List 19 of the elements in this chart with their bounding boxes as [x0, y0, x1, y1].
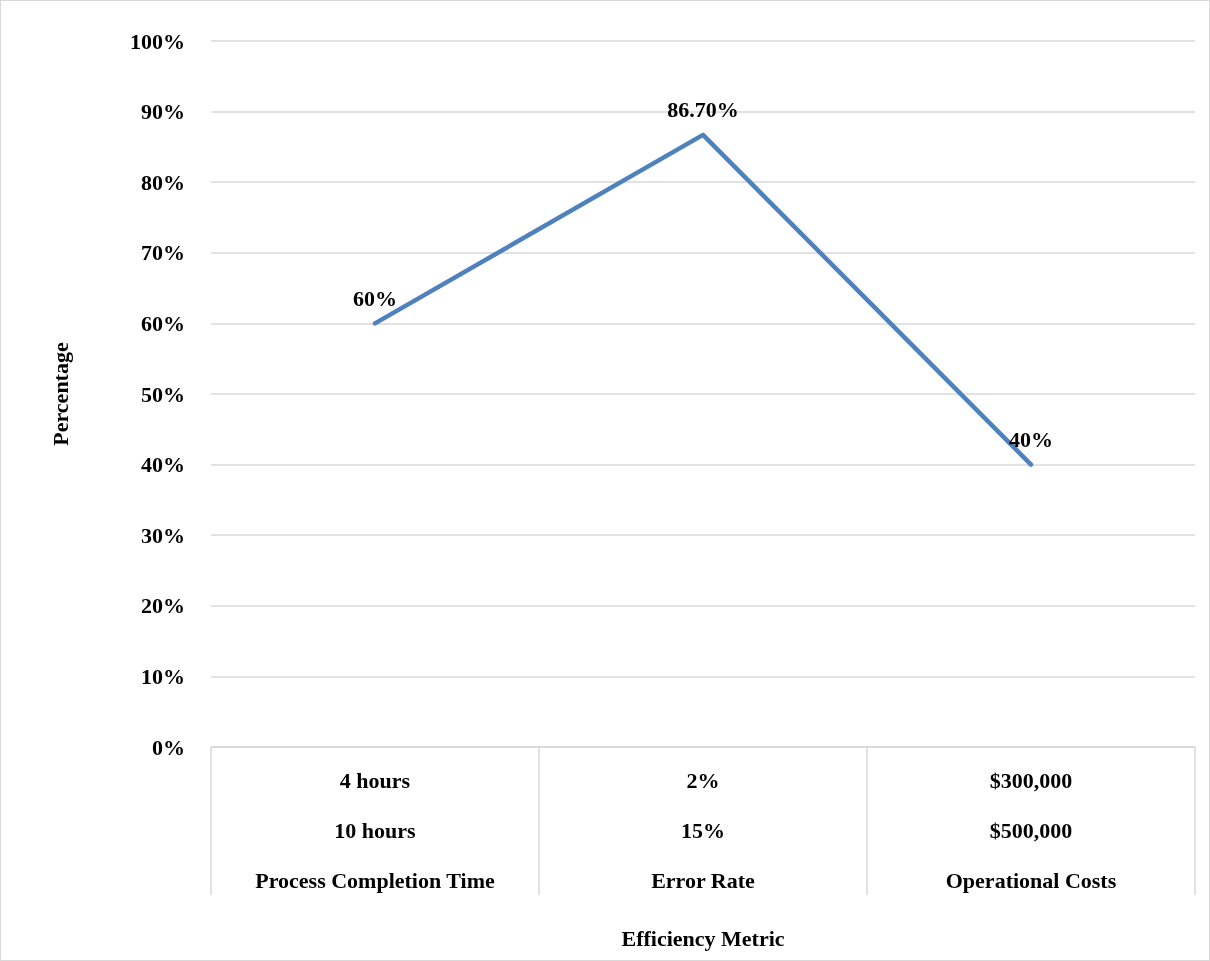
y-axis-title: Percentage	[47, 342, 73, 446]
y-tick-label: 50%	[141, 381, 185, 407]
y-tick-label: 100%	[130, 28, 185, 54]
y-tick-label: 40%	[141, 452, 185, 478]
x-tick-label: 2% 15% Error Rate	[651, 767, 756, 893]
y-tick-label: 90%	[141, 99, 185, 125]
y-tick-label: 0%	[152, 734, 185, 760]
y-tick-label: 10%	[141, 663, 185, 689]
x-tick-label: 4 hours 10 hours Process Completion Time	[255, 767, 495, 893]
y-tick-label: 30%	[141, 522, 185, 548]
data-label: 86.70%	[667, 97, 739, 123]
y-tick-label: 70%	[141, 240, 185, 266]
data-label: 60%	[353, 285, 397, 311]
y-tick-label: 20%	[141, 593, 185, 619]
y-tick-label: 80%	[141, 169, 185, 195]
x-axis-title: Efficiency Metric	[621, 925, 785, 951]
y-tick-label: 60%	[141, 310, 185, 336]
data-label: 40%	[1009, 427, 1053, 453]
x-tick-label: $300,000 $500,000 Operational Costs	[945, 767, 1117, 893]
